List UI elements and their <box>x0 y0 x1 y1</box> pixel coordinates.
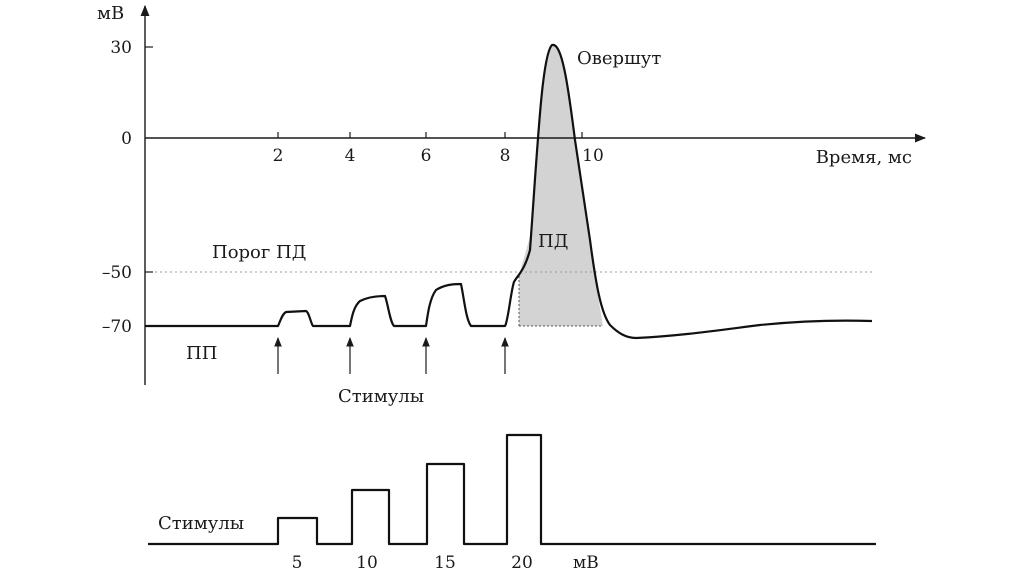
x-tick-label: 4 <box>345 146 356 166</box>
membrane-potential-curve <box>145 43 873 340</box>
pulse-amplitude-label: 20 <box>511 553 533 573</box>
y-tick-label: 30 <box>110 38 132 58</box>
pulse-amplitude-label: 15 <box>434 553 456 573</box>
stimuli-label: Стимулы <box>338 386 424 407</box>
stimulus-pulse-trace <box>148 433 876 546</box>
upper-plot: мВ 30 0 –50 –70 2 4 6 8 10 Время, мс Пор… <box>97 3 927 407</box>
action-potential-label: ПД <box>538 231 568 252</box>
x-tick-label: 2 <box>273 146 284 166</box>
pulse-unit-label: мВ <box>573 553 599 573</box>
x-tick-label: 10 <box>582 146 604 166</box>
resting-potential-label: ПП <box>186 343 217 364</box>
overshoot-label: Овершут <box>577 48 661 69</box>
y-axis-unit: мВ <box>97 3 124 24</box>
x-tick-marks <box>277 132 583 138</box>
x-tick-label: 8 <box>500 146 511 166</box>
pulse-amplitude-label: 10 <box>356 553 378 573</box>
stimulus-arrows <box>274 337 509 374</box>
x-tick-label: 6 <box>421 146 432 166</box>
y-tick-label: –70 <box>102 317 132 337</box>
ap-shaded-area <box>519 44 603 327</box>
y-tick-label: –50 <box>102 263 132 283</box>
x-axis-label: Время, мс <box>816 147 912 168</box>
threshold-label: Порог ПД <box>212 242 306 263</box>
y-tick-label: 0 <box>121 129 132 149</box>
stimuli-label-lower: Стимулы <box>158 513 244 534</box>
pulse-amplitude-label: 5 <box>292 553 303 573</box>
lower-plot: Стимулы 5 10 15 20 мВ <box>148 433 876 573</box>
y-tick-marks <box>145 46 153 327</box>
